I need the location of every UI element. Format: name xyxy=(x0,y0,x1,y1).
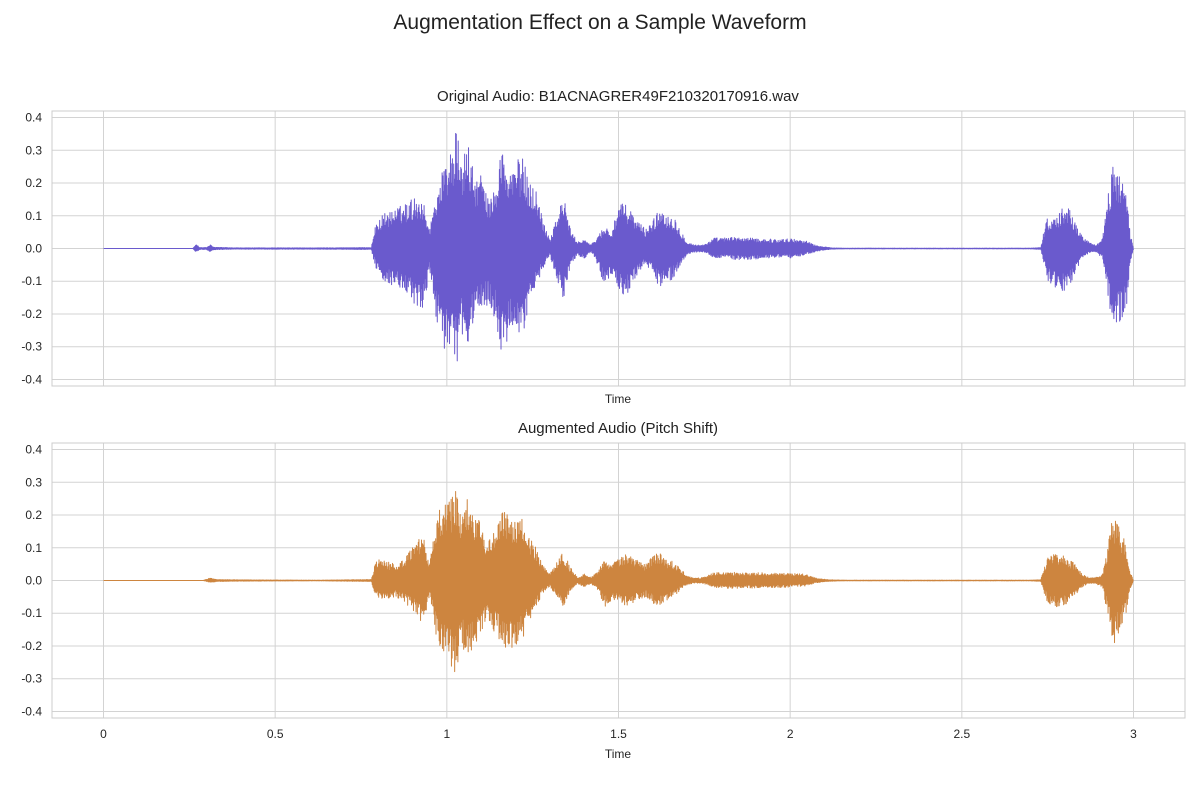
y-tick-label-original-8: -0.4 xyxy=(21,372,42,386)
x-axis-label-original: Time xyxy=(605,392,632,406)
y-tick-label-augmented-3: 0.1 xyxy=(25,541,42,555)
y-tick-label-augmented-8: -0.4 xyxy=(21,704,42,718)
figure-title: Augmentation Effect on a Sample Waveform xyxy=(393,11,807,34)
x-tick-label-augmented-3: 1.5 xyxy=(610,727,627,741)
waveform-original xyxy=(103,133,1134,362)
x-tick-label-augmented-1: 0.5 xyxy=(267,727,284,741)
waveform-line-original xyxy=(103,133,1134,362)
subplot-title-original: Original Audio: B1ACNAGRER49F21032017091… xyxy=(437,88,799,105)
x-tick-label-augmented-6: 3 xyxy=(1130,727,1137,741)
y-tick-label-original-2: 0.2 xyxy=(25,176,42,190)
waveform-augmented xyxy=(103,491,1134,673)
y-tick-label-augmented-2: 0.2 xyxy=(25,508,42,522)
x-tick-label-augmented-2: 1 xyxy=(443,727,450,741)
y-tick-label-augmented-7: -0.3 xyxy=(21,672,42,686)
y-tick-label-original-5: -0.1 xyxy=(21,274,42,288)
y-tick-label-original-1: 0.3 xyxy=(25,143,42,157)
subplot-original-audio: Original Audio: B1ACNAGRER49F21032017091… xyxy=(21,88,1186,406)
x-tick-label-augmented-5: 2.5 xyxy=(953,727,970,741)
y-tick-label-original-3: 0.1 xyxy=(25,209,42,223)
y-tick-label-original-0: 0.4 xyxy=(25,111,42,125)
x-axis-augmented: 0 0.5 1 1.5 2 2.5 3 xyxy=(100,727,1137,741)
x-tick-label-augmented-0: 0 xyxy=(100,727,107,741)
y-tick-label-original-6: -0.2 xyxy=(21,307,42,321)
plot-frame-augmented xyxy=(51,442,1186,719)
y-tick-label-augmented-6: -0.2 xyxy=(21,639,42,653)
y-axis-augmented: 0.4 0.3 0.2 0.1 0.0 -0.1 -0.2 -0.3 -0.4 xyxy=(21,443,42,719)
y-tick-label-augmented-1: 0.3 xyxy=(25,475,42,489)
x-axis-label-augmented: Time xyxy=(605,747,632,761)
y-axis-original: 0.4 0.3 0.2 0.1 0.0 -0.1 -0.2 -0.3 -0.4 xyxy=(21,111,42,387)
x-tick-label-augmented-4: 2 xyxy=(787,727,794,741)
subplot-augmented-audio: Augmented Audio (Pitch Shift) 0.40.30.20… xyxy=(21,420,1186,761)
y-tick-label-original-7: -0.3 xyxy=(21,340,42,354)
plot-frame-original xyxy=(51,110,1186,387)
y-tick-label-augmented-5: -0.1 xyxy=(21,606,42,620)
y-tick-label-original-4: 0.0 xyxy=(25,242,42,256)
waveform-line-augmented xyxy=(103,491,1134,673)
y-tick-label-augmented-4: 0.0 xyxy=(25,574,42,588)
subplot-title-augmented: Augmented Audio (Pitch Shift) xyxy=(518,420,718,437)
y-tick-label-augmented-0: 0.4 xyxy=(25,443,42,457)
